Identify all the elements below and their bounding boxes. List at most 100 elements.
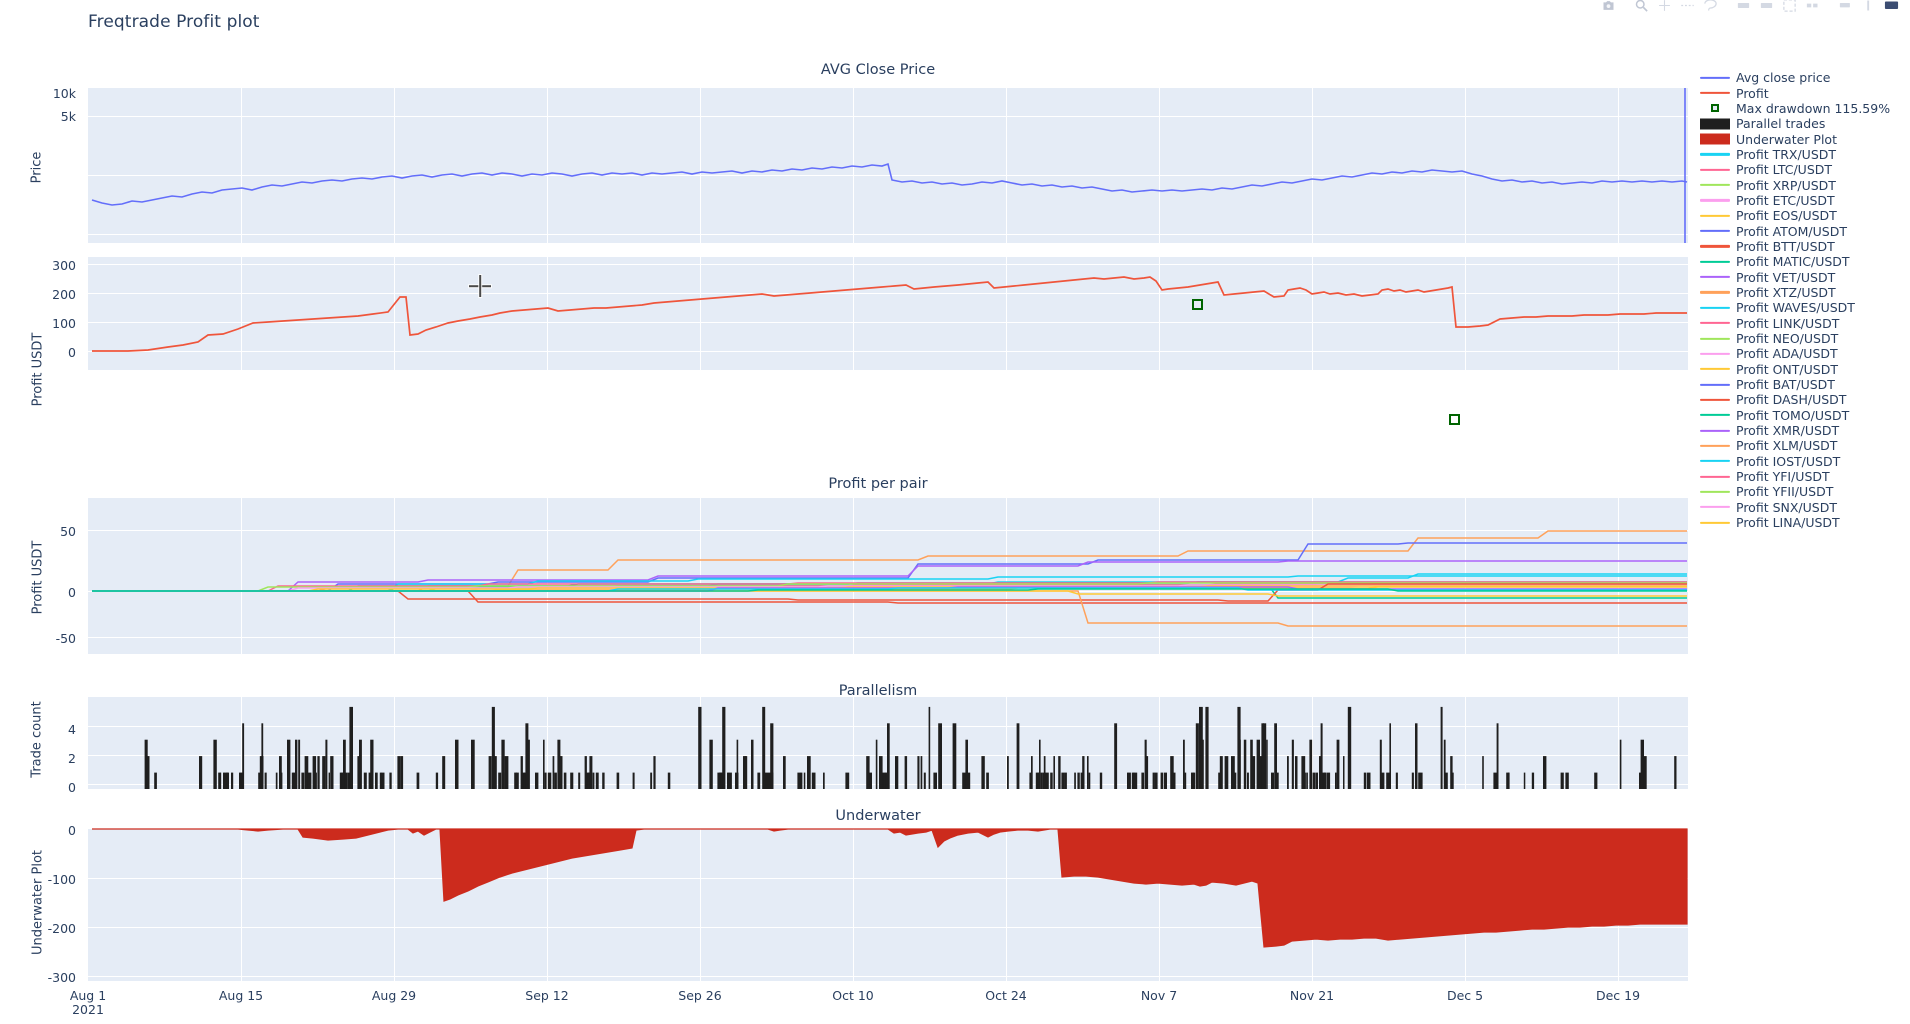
panel-underwater[interactable] (88, 828, 1688, 981)
legend-item[interactable]: Profit XRP/USDT (1700, 177, 1900, 193)
legend-item[interactable]: Profit LTC/USDT (1700, 162, 1900, 177)
legend-item[interactable]: Max drawdown 115.59% (1700, 101, 1900, 116)
plotly-modebar[interactable] (1588, 0, 1902, 14)
legend-item[interactable]: Profit ADA/USDT (1700, 346, 1900, 361)
legend-swatch-icon (1700, 271, 1730, 284)
legend-item[interactable]: Profit XTZ/USDT (1700, 285, 1900, 300)
reset-axes-icon[interactable] (1801, 0, 1823, 14)
parallel-trade-bar (322, 756, 326, 789)
pan-icon[interactable] (1653, 0, 1675, 14)
modebar-group-zoom[interactable] (1732, 0, 1823, 14)
legend-item[interactable]: Profit ATOM/USDT (1700, 223, 1900, 239)
ytick-price-5k: 5k (60, 109, 76, 124)
legend-item[interactable]: Profit (1700, 85, 1900, 101)
parallel-trade-bar (981, 756, 985, 789)
autoscale-icon[interactable] (1778, 0, 1800, 14)
parallel-trade-bar (1064, 772, 1067, 789)
legend-item[interactable]: Parallel trades (1700, 116, 1900, 131)
legend-swatch-icon (1700, 485, 1730, 498)
legend-item[interactable]: Profit YFI/USDT (1700, 469, 1900, 484)
parallel-trade-bar (1560, 772, 1564, 789)
lasso-select-icon[interactable] (1699, 0, 1721, 14)
modebar-group-drag[interactable] (1630, 0, 1721, 14)
legend-item-label: Parallel trades (1736, 116, 1826, 132)
parallel-trade-bar (1363, 772, 1367, 789)
parallel-trade-bar (967, 772, 971, 789)
parallel-trade-bar (471, 739, 475, 789)
ytick-trades-4: 4 (68, 722, 76, 737)
camera-icon[interactable] (1597, 0, 1619, 14)
zoom-out-icon[interactable] (1755, 0, 1777, 14)
toggle-spikelines-icon[interactable] (1834, 0, 1856, 14)
parallel-trade-bar (223, 772, 226, 789)
legend-item[interactable]: Profit BAT/USDT (1700, 377, 1900, 392)
ytick-pair-50: 50 (60, 524, 76, 539)
legend-item-label: Profit XMR/USDT (1736, 423, 1840, 439)
legend-item[interactable]: Profit EOS/USDT (1700, 208, 1900, 223)
modebar-group-download[interactable] (1597, 0, 1619, 14)
parallel-trade-bar (1507, 772, 1510, 789)
legend-item[interactable]: Profit WAVES/USDT (1700, 300, 1900, 315)
ytick-pair-neg50: -50 (55, 631, 76, 646)
legend-item-label: Profit BTT/USDT (1736, 238, 1835, 254)
zoom-in-icon[interactable] (1732, 0, 1754, 14)
parallel-trade-bar (520, 756, 523, 789)
series-avg-close-price (91, 88, 1688, 243)
legend-item[interactable]: Profit ETC/USDT (1700, 193, 1900, 208)
legend-item[interactable]: Profit SNX/USDT (1700, 500, 1900, 515)
legend-item[interactable]: Profit BTT/USDT (1700, 239, 1900, 254)
max-drawdown-marker-start[interactable] (1192, 299, 1203, 310)
legend-item[interactable]: Avg close price (1700, 70, 1900, 85)
parallel-trade-bar (883, 772, 887, 789)
box-select-icon[interactable] (1676, 0, 1698, 14)
series-profit-per-pair (92, 530, 1687, 627)
parallel-trade-bar (363, 772, 367, 789)
legend-item[interactable]: Profit XMR/USDT (1700, 423, 1900, 438)
legend-item[interactable]: Profit YFII/USDT (1700, 484, 1900, 499)
parallel-trade-bar (917, 756, 920, 789)
legend-item[interactable]: Profit VET/USDT (1700, 269, 1900, 285)
legend-item[interactable]: Profit XLM/USDT (1700, 438, 1900, 453)
zoom-icon[interactable] (1630, 0, 1652, 14)
parallel-trade-bar (709, 739, 713, 789)
parallel-trade-bar (1195, 723, 1199, 789)
plot-legend[interactable]: Avg close price Profit Max drawdown 115.59… (1700, 70, 1900, 530)
parallel-trade-bar (1301, 756, 1306, 789)
legend-item[interactable]: Profit TRX/USDT (1700, 147, 1900, 162)
legend-swatch-icon (1700, 378, 1730, 391)
legend-item[interactable]: Profit IOST/USDT (1700, 454, 1900, 469)
legend-item[interactable]: Profit LINA/USDT (1700, 515, 1900, 530)
legend-item[interactable]: Profit TOMO/USDT (1700, 408, 1900, 423)
legend-item[interactable]: Underwater Plot (1700, 131, 1900, 147)
panel-profit-per-pair[interactable] (88, 498, 1688, 654)
max-drawdown-marker-end[interactable] (1449, 414, 1460, 425)
legend-swatch-icon (1700, 347, 1730, 360)
panel-combined-profit[interactable] (88, 257, 1688, 370)
hover-compare-icon[interactable] (1857, 0, 1879, 14)
parallel-trade-bar (1327, 772, 1331, 789)
ytick-trades-2: 2 (68, 751, 76, 766)
legend-item-label: Max drawdown 115.59% (1736, 100, 1891, 116)
modebar-group-hover[interactable] (1834, 0, 1902, 14)
legend-item[interactable]: Profit NEO/USDT (1700, 331, 1900, 346)
legend-item[interactable]: Profit MATIC/USDT (1700, 254, 1900, 269)
legend-item[interactable]: Profit DASH/USDT (1700, 392, 1900, 407)
parallel-trade-bar (1171, 772, 1176, 789)
parallel-trade-bar (325, 739, 328, 789)
parallel-trade-bar (1226, 772, 1228, 789)
hover-x-unified-icon[interactable] (1880, 0, 1902, 14)
parallel-trade-bar (1295, 756, 1298, 789)
xaxis-year-label: 2021 (72, 1002, 104, 1017)
parallel-trade-bar (1219, 756, 1223, 789)
parallel-trade-bar (1042, 772, 1045, 789)
xaxis-tick-label: Dec 19 (1595, 988, 1641, 1003)
legend-item[interactable]: Profit LINK/USDT (1700, 316, 1900, 331)
subplot-title-underwater: Underwater (835, 808, 921, 824)
parallel-trade-bar (280, 772, 283, 789)
legend-swatch-icon (1700, 240, 1730, 253)
panel-avg-close-price[interactable] (88, 88, 1688, 243)
legend-item[interactable]: Profit ONT/USDT (1700, 362, 1900, 377)
parallel-trade-bar (1160, 772, 1164, 789)
legend-item-label: Profit LINK/USDT (1736, 315, 1840, 331)
panel-parallelism[interactable] (88, 697, 1688, 789)
